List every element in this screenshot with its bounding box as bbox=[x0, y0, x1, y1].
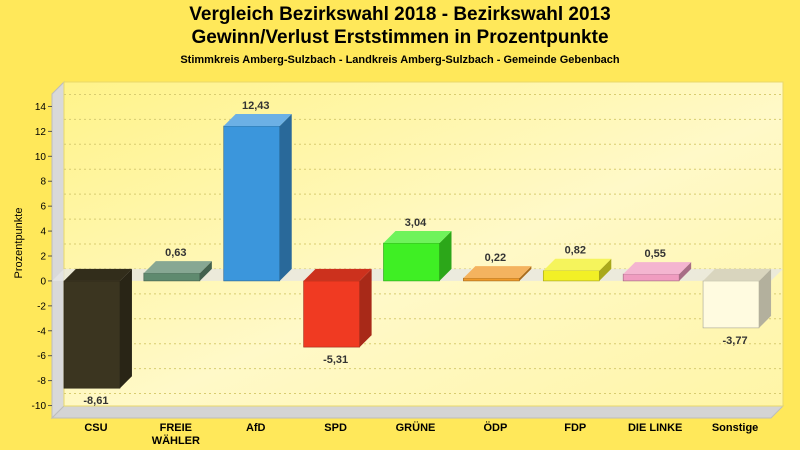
y-tick-label: 6 bbox=[40, 202, 46, 213]
chart-title: Vergleich Bezirkswahl 2018 - Bezirkswahl… bbox=[189, 4, 611, 25]
bar-1 bbox=[143, 272, 201, 282]
chart-subtitle: Gewinn/Verlust Erststimmen in Prozentpun… bbox=[191, 27, 609, 48]
bar-top-6 bbox=[543, 258, 612, 271]
bar-side-7 bbox=[679, 262, 692, 281]
bar-side-5 bbox=[519, 266, 532, 281]
y-tick-label: 8 bbox=[40, 177, 46, 188]
y-tick-label: 0 bbox=[40, 276, 46, 287]
value-label: 12,43 bbox=[242, 100, 270, 112]
category-label: WÄHLER bbox=[152, 434, 200, 447]
value-label: 0,22 bbox=[485, 252, 506, 264]
bar-side-0 bbox=[119, 268, 132, 389]
bar-top-1 bbox=[143, 261, 212, 274]
bar-top-8 bbox=[703, 268, 772, 281]
value-label: -3,77 bbox=[723, 335, 748, 347]
y-tick-label: 14 bbox=[35, 102, 47, 113]
bar-side-6 bbox=[599, 258, 612, 281]
value-label: -5,31 bbox=[323, 354, 348, 366]
bar-top-3 bbox=[303, 268, 372, 281]
category-label: CSU bbox=[84, 422, 107, 434]
y-tick-label: -2 bbox=[37, 301, 46, 312]
bar-top-4 bbox=[383, 231, 452, 244]
bar-side-4 bbox=[439, 231, 452, 281]
y-tick-label: -6 bbox=[37, 351, 46, 362]
chart-region: Stimmkreis Amberg-Sulzbach - Landkreis A… bbox=[180, 54, 620, 66]
bar-side-3 bbox=[359, 268, 372, 348]
bar-side-1 bbox=[199, 261, 212, 281]
bar-3 bbox=[303, 280, 360, 348]
bar-2 bbox=[223, 125, 281, 282]
bar-0 bbox=[63, 280, 121, 389]
category-label: Sonstige bbox=[712, 422, 758, 434]
bar-top-7 bbox=[623, 262, 692, 275]
y-tick-label: 12 bbox=[35, 127, 47, 138]
y-tick-label: -8 bbox=[37, 376, 46, 387]
y-axis-label: Prozentpunkte bbox=[13, 208, 25, 279]
category-label: FDP bbox=[564, 422, 586, 434]
bar-top-0 bbox=[63, 268, 132, 281]
bar-7 bbox=[622, 273, 680, 282]
floor-wall bbox=[50, 405, 785, 419]
bar-side-2 bbox=[279, 114, 292, 281]
left-wall bbox=[51, 80, 65, 420]
bar-top-5 bbox=[463, 266, 532, 279]
category-label: ÖDP bbox=[483, 421, 507, 434]
value-label: 0,82 bbox=[565, 245, 586, 257]
category-label: GRÜNE bbox=[396, 421, 436, 434]
bar-4 bbox=[383, 242, 440, 282]
value-label: -8,61 bbox=[83, 395, 108, 407]
category-label: SPD bbox=[324, 422, 347, 434]
bar-top-2 bbox=[223, 114, 292, 127]
value-label: 3,04 bbox=[405, 217, 427, 229]
y-tick-label: -10 bbox=[32, 401, 47, 412]
category-label: DIE LINKE bbox=[628, 422, 682, 434]
y-tick-label: 2 bbox=[40, 252, 46, 263]
y-tick-label: 10 bbox=[35, 152, 47, 163]
bar-8 bbox=[702, 280, 760, 329]
y-tick-label: -4 bbox=[37, 326, 46, 337]
bar-side-8 bbox=[759, 268, 772, 328]
category-label: FREIE bbox=[160, 422, 192, 434]
value-label: 0,63 bbox=[165, 247, 186, 259]
bar-5 bbox=[463, 277, 520, 282]
value-label: 0,55 bbox=[644, 248, 665, 260]
category-label: AfD bbox=[246, 422, 266, 434]
bar-6 bbox=[542, 270, 600, 282]
y-tick-label: 4 bbox=[40, 227, 46, 238]
